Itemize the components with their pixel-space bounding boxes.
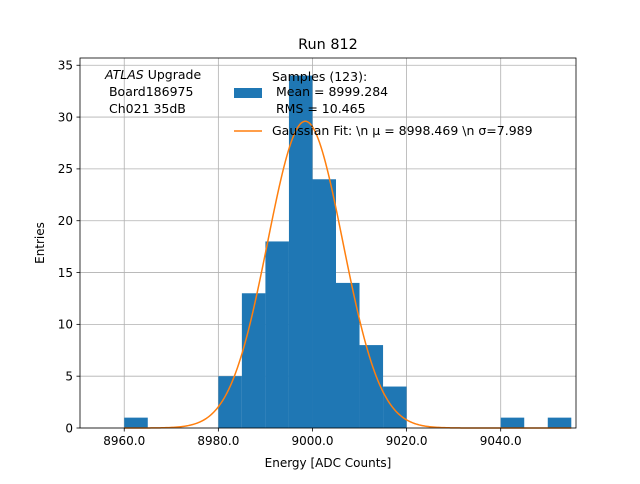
board-label: Board186975 <box>105 84 193 99</box>
histogram-bars <box>124 75 572 428</box>
histogram-bar-11 <box>383 386 407 428</box>
y-tick-label-7: 35 <box>58 59 73 73</box>
x-axis-label: Energy [ADC Counts] <box>265 456 392 470</box>
channel-label: Ch021 35dB <box>105 101 186 116</box>
y-tick-label-2: 10 <box>58 318 73 332</box>
x-tick-label-3: 9020.0 <box>386 434 428 448</box>
x-tick-label-1: 8980.0 <box>197 434 239 448</box>
y-tick-label-4: 20 <box>58 214 73 228</box>
chart-title: Run 812 <box>298 37 358 53</box>
y-tick-label-0: 0 <box>65 421 73 435</box>
y-tick-label-3: 15 <box>58 266 73 280</box>
atlas-annotation: ATLAS Upgrade Board186975 Ch021 35dB <box>104 67 201 116</box>
histogram-bar-6 <box>265 241 289 428</box>
histogram-bar-0 <box>124 417 148 428</box>
upgrade-label: Upgrade <box>144 67 202 82</box>
atlas-italic-label: ATLAS <box>104 67 144 82</box>
legend-label-samples-line1: Samples (123): <box>272 69 367 84</box>
histogram-bar-16 <box>500 417 525 428</box>
y-tick-label-6: 30 <box>58 110 73 124</box>
x-tick-label-2: 9000.0 <box>291 434 333 448</box>
y-axis-label: Entries <box>33 222 47 264</box>
legend-patch-samples <box>234 88 262 98</box>
histogram-bar-8 <box>312 179 336 428</box>
legend-label-fit: Gaussian Fit: \n μ = 8998.469 \n σ=7.989 <box>272 123 533 138</box>
histogram-bar-9 <box>336 282 360 428</box>
y-tick-label-1: 5 <box>65 369 73 383</box>
atlas-label: ATLAS Upgrade <box>104 67 201 82</box>
legend-label-samples-line2: Mean = 8999.284 <box>272 84 388 99</box>
y-tick-label-5: 25 <box>58 162 73 176</box>
x-tick-label-4: 9040.0 <box>480 434 522 448</box>
y-axis-ticks: 0 5 10 15 20 25 30 35 <box>58 59 80 435</box>
plot-frame <box>79 57 577 429</box>
x-tick-label-0: 8960.0 <box>103 434 145 448</box>
histogram-bar-18 <box>547 417 572 428</box>
x-axis-ticks: 8960.0 8980.0 9000.0 9020.0 9040.0 <box>103 428 522 448</box>
histogram-bar-4 <box>218 376 242 428</box>
histogram-bar-10 <box>359 345 384 428</box>
histogram-bar-5 <box>241 293 266 428</box>
histogram-bar-7 <box>288 75 313 428</box>
legend-label-samples-line3: RMS = 10.465 <box>272 101 366 116</box>
legend: Samples (123): Mean = 8999.284 RMS = 10.… <box>234 69 533 138</box>
